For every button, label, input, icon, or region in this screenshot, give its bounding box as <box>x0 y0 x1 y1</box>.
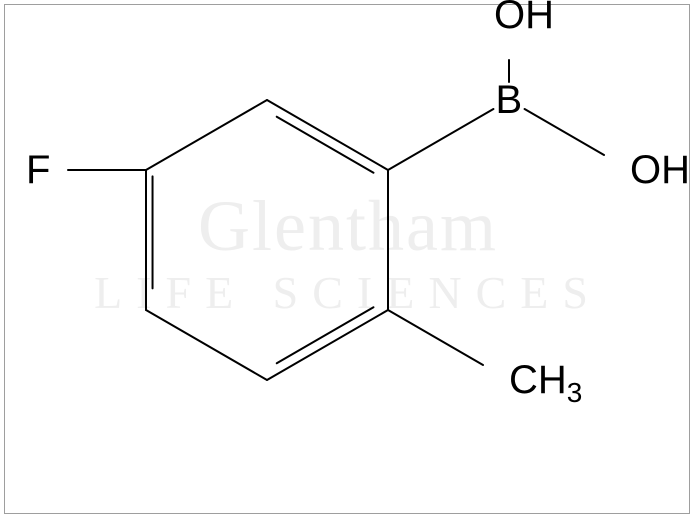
atom-f: F <box>26 148 50 193</box>
atom-b: B <box>496 78 523 123</box>
atom-oh1: OH <box>494 0 554 38</box>
structure-canvas: Glentham LIFE SCIENCES BOHOHCH3F <box>0 0 696 520</box>
atom-ch3: CH3 <box>509 358 582 403</box>
atom-oh2: OH <box>630 148 690 193</box>
bond-layer <box>0 0 696 520</box>
